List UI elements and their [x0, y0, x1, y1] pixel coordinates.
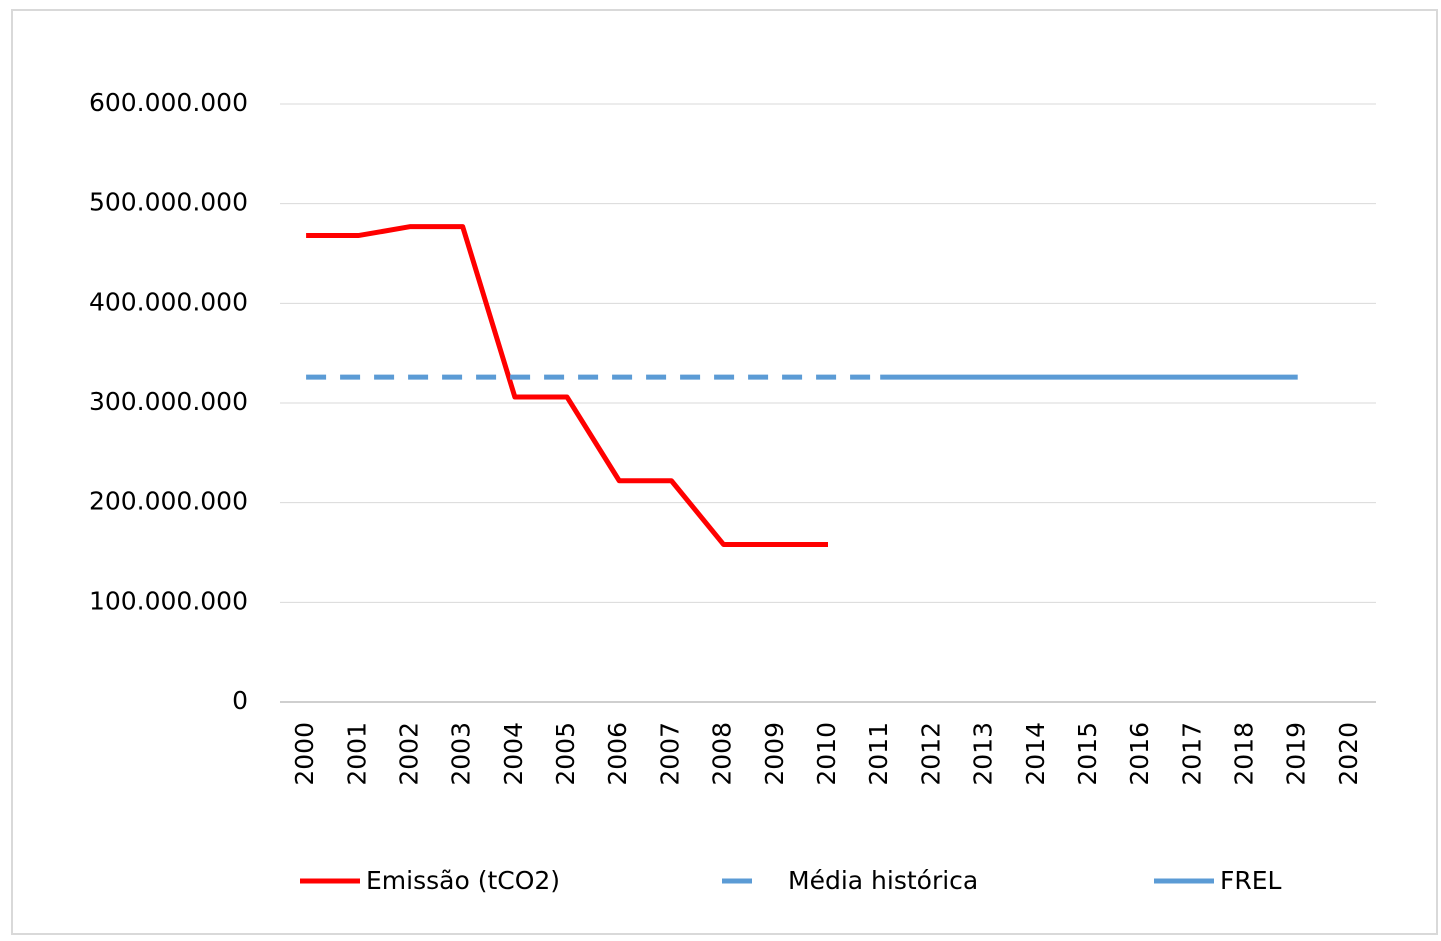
y-tick-label: 300.000.000	[89, 387, 248, 416]
y-tick-label: 100.000.000	[89, 586, 248, 615]
series-line	[306, 224, 828, 548]
legend-label: Emissão (tCO2)	[366, 866, 560, 895]
x-tick-label: 2020	[1334, 722, 1363, 786]
x-tick-label: 2017	[1177, 722, 1206, 786]
x-tick-label: 2006	[603, 722, 632, 786]
y-tick-label: 0	[232, 686, 248, 715]
x-tick-label: 2016	[1125, 722, 1154, 786]
x-tick-label: 2008	[708, 722, 737, 786]
x-tick-label: 2002	[394, 722, 423, 786]
x-tick-label: 2012	[916, 722, 945, 786]
x-tick-label: 2001	[342, 722, 371, 786]
x-tick-label: 2019	[1282, 722, 1311, 786]
chart-border	[11, 9, 1438, 935]
x-tick-label: 2005	[551, 722, 580, 786]
x-tick-label: 2011	[864, 722, 893, 786]
y-tick-label: 500.000.000	[89, 188, 248, 217]
legend-label: FREL	[1220, 866, 1282, 895]
x-tick-label: 2010	[812, 722, 841, 786]
y-tick-label: 400.000.000	[89, 287, 248, 316]
x-tick-label: 2009	[760, 722, 789, 786]
x-tick-label: 2015	[1073, 722, 1102, 786]
x-tick-label: 2003	[447, 722, 476, 786]
y-tick-label: 200.000.000	[89, 487, 248, 516]
x-tick-label: 2004	[499, 722, 528, 786]
x-tick-label: 2014	[1021, 722, 1050, 786]
y-tick-label: 600.000.000	[89, 88, 248, 117]
x-tick-label: 2013	[969, 722, 998, 786]
legend-label: Média histórica	[788, 866, 978, 895]
x-tick-label: 2000	[290, 722, 319, 786]
x-tick-label: 2007	[655, 722, 684, 786]
x-tick-label: 2018	[1230, 722, 1259, 786]
